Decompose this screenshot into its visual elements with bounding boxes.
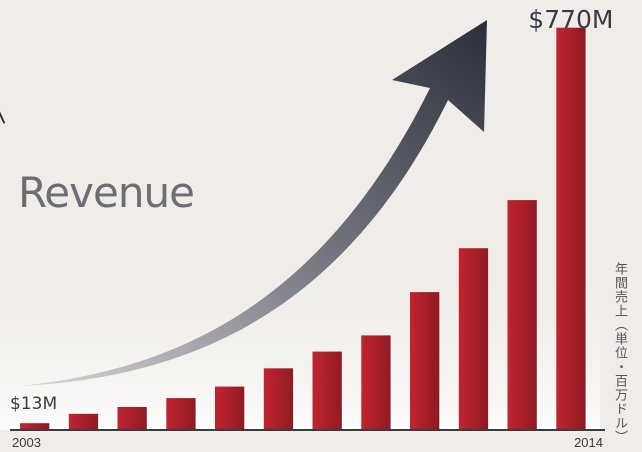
bar-2003: [20, 423, 50, 430]
bar-2013: [507, 200, 537, 430]
chart-title: Revenue: [18, 168, 195, 217]
growth-arrow: [20, 20, 487, 386]
bar-2012: [458, 248, 489, 430]
bar-2009: [312, 351, 342, 430]
bar-2008: [263, 368, 294, 430]
bar-2006: [166, 398, 196, 430]
bar-2004: [68, 413, 99, 430]
y-axis-label: 年間売上（単位・百万ドル）: [612, 262, 627, 444]
bar-2011: [410, 292, 440, 430]
data-label-first: $13M: [10, 394, 57, 414]
bar-2007: [215, 386, 245, 430]
bar-2014: [556, 27, 586, 430]
bar-2005: [117, 407, 147, 430]
bar-2010: [361, 335, 391, 430]
x-tick-label-2003: 2003: [12, 435, 41, 450]
data-label-last: $770M: [528, 5, 613, 34]
x-tick-label-2014: 2014: [574, 435, 603, 450]
